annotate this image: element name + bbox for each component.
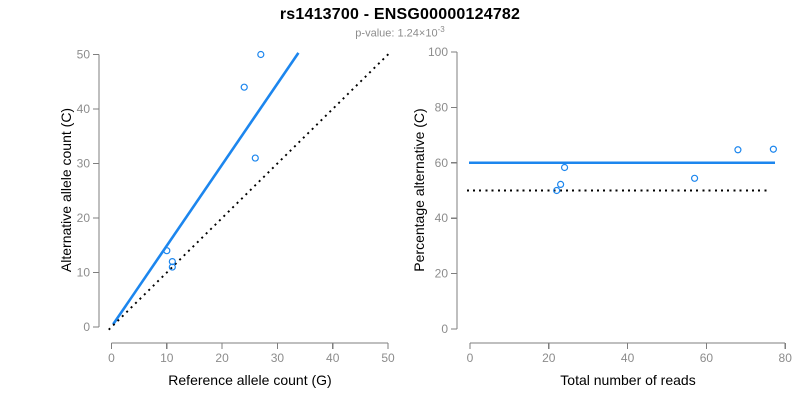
y-tick-label: 40 (435, 211, 449, 225)
identity-line (108, 51, 392, 331)
y-tick-label: 20 (435, 267, 449, 281)
data-point (557, 180, 565, 189)
x-tick-label: 40 (621, 351, 635, 365)
data-point (240, 83, 248, 91)
data-point (257, 50, 265, 59)
y-tick-label: 80 (435, 100, 449, 114)
y-tick-label: 60 (435, 156, 449, 170)
data-point (163, 247, 171, 255)
x-tick-label: 30 (271, 351, 285, 365)
x-tick-label: 0 (467, 351, 474, 365)
plot-2: 0 20 40 60 80 0 20 40 60 80 100 (428, 45, 792, 365)
y-tick-label: 10 (77, 266, 91, 280)
x-tick-label: 80 (779, 351, 793, 365)
y-tick-label: 0 (83, 320, 90, 334)
x-tick-label: 10 (160, 351, 174, 365)
data-point (690, 174, 699, 182)
plot-1: 0 10 20 30 40 50 0 10 20 30 40 50 (77, 48, 395, 366)
y-tick-label: 30 (77, 157, 91, 171)
data-point (168, 263, 176, 271)
y-tick-label: 0 (441, 322, 448, 336)
right-plot-yaxis-title: Percentage alternative (C) (411, 108, 427, 272)
data-point (553, 186, 561, 195)
x-tick-label: 40 (326, 351, 340, 365)
y-tick-label: 20 (77, 211, 91, 225)
left-plot-xaxis-title: Reference allele count (G) (168, 372, 332, 388)
y-tick-label: 40 (77, 102, 91, 116)
y-tick-label: 50 (77, 48, 91, 62)
data-point (251, 154, 259, 162)
y-tick-label: 100 (428, 45, 448, 59)
data-point (560, 163, 569, 172)
x-tick-label: 60 (700, 351, 714, 365)
x-tick-label: 0 (108, 351, 115, 365)
figure-title: rs1413700 - ENSG00000124782 (279, 6, 521, 23)
x-tick-label: 50 (381, 351, 395, 365)
x-tick-label: 20 (215, 351, 229, 365)
data-point (769, 145, 777, 153)
pvalue-text: p-value: 1.24×10 (355, 27, 438, 40)
data-point (734, 146, 742, 154)
pvalue-exponent: -3 (437, 25, 445, 34)
left-plot-yaxis-title: Alternative allele count (C) (58, 107, 74, 273)
fitted-line (112, 52, 300, 326)
right-plot-xaxis-title: Total number of reads (560, 372, 696, 388)
figure-subtitle: p-value: 1.24×10-3 (0, 25, 800, 40)
x-tick-label: 20 (542, 351, 556, 365)
